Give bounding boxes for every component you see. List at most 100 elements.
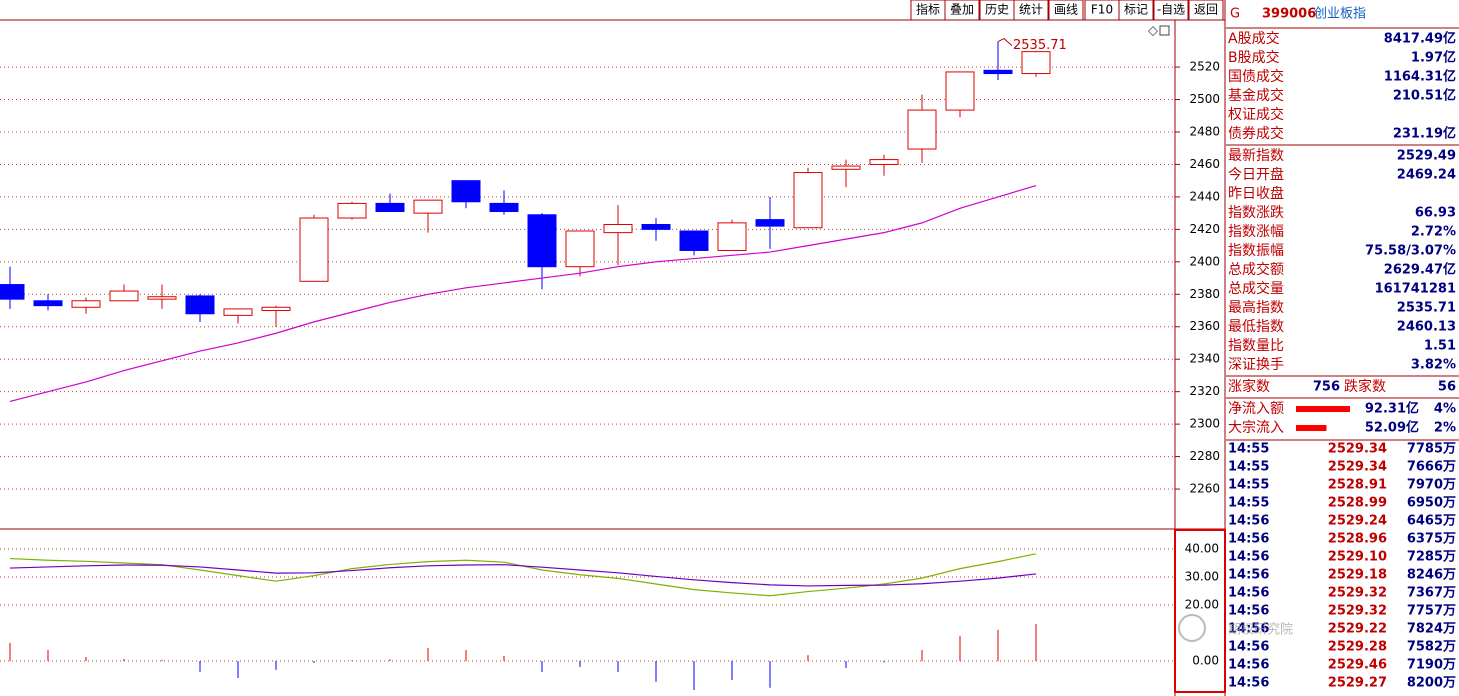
field-label: 最高指数 <box>1228 299 1284 316</box>
toolbar-label[interactable]: 历史 <box>985 3 1009 17</box>
toolbar-label[interactable]: 指标 <box>916 2 940 17</box>
toolbar-label[interactable]: F10 <box>1091 3 1113 17</box>
high-annotation: 2535.71 <box>1013 38 1067 53</box>
field-label: 昨日收盘 <box>1228 185 1284 202</box>
tick-time: 14:56 <box>1228 604 1269 619</box>
index-code: 399006 <box>1262 7 1316 22</box>
field-value: 1.51 <box>1424 339 1456 354</box>
candle-body <box>451 180 481 203</box>
toolbar-button[interactable] <box>944 0 980 21</box>
tick-price: 2529.46 <box>1328 658 1387 673</box>
candle-body <box>71 300 101 308</box>
field-value: 231.19亿 <box>1393 126 1456 142</box>
field-value: 3.82% <box>1411 358 1456 373</box>
tick-volume: 7285万 <box>1407 550 1456 565</box>
y-tick-label: 2420 <box>1189 222 1220 236</box>
y-tick-label: 2480 <box>1189 124 1220 138</box>
tick-time: 14:56 <box>1228 550 1269 565</box>
candle-body <box>223 308 253 316</box>
up-label: 涨家数 <box>1228 378 1270 395</box>
y-tick-label: 2300 <box>1189 417 1220 431</box>
field-label: 总成交额 <box>1228 261 1284 278</box>
toolbar-label[interactable]: 标记 <box>1124 3 1148 17</box>
tick-time: 14:55 <box>1228 478 1269 493</box>
y-tick-label: 2280 <box>1189 449 1220 463</box>
field-value: 1.97亿 <box>1411 50 1456 66</box>
toolbar-label[interactable]: 返回 <box>1194 3 1218 17</box>
candle-body <box>489 202 519 213</box>
tick-price: 2528.99 <box>1328 496 1387 511</box>
tick-time: 14:56 <box>1228 622 1269 637</box>
field-value: 2469.24 <box>1397 168 1456 183</box>
field-label: 指数涨跌 <box>1228 205 1284 221</box>
candle-body <box>185 295 215 315</box>
toolbar-label[interactable]: 叠加 <box>950 3 974 17</box>
field-label: 今日开盘 <box>1228 166 1284 183</box>
candle-body <box>717 222 747 251</box>
panel-marker: G <box>1230 7 1240 22</box>
field-label: 债券成交 <box>1228 125 1284 142</box>
y-tick-label: 0.00 <box>1192 653 1219 667</box>
tick-price: 2529.24 <box>1328 514 1387 529</box>
field-value: 2460.13 <box>1397 320 1456 335</box>
toolbar-button[interactable] <box>1048 0 1084 21</box>
tick-volume: 7785万 <box>1407 442 1456 457</box>
field-value: 2629.47亿 <box>1384 262 1456 278</box>
tick-volume: 6950万 <box>1407 496 1456 511</box>
candle-body <box>33 300 63 307</box>
field-label: 国债成交 <box>1228 68 1284 85</box>
candle-body <box>299 217 329 282</box>
watermark-icon <box>1178 614 1206 642</box>
candle-body <box>375 202 405 213</box>
toolbar-button[interactable] <box>1013 0 1049 21</box>
flow-bar <box>1296 425 1327 431</box>
toolbar-label[interactable]: 统计 <box>1019 3 1043 17</box>
toolbar-button[interactable] <box>1118 0 1154 21</box>
field-value: 161741281 <box>1375 282 1456 297</box>
candle-body <box>641 223 671 230</box>
tick-volume: 7970万 <box>1407 478 1456 493</box>
y-tick-label: 2320 <box>1189 384 1220 398</box>
candle-body <box>679 230 709 251</box>
tick-price: 2529.18 <box>1328 568 1387 583</box>
flow-label: 大宗流入 <box>1228 420 1284 436</box>
tick-price: 2529.28 <box>1328 640 1387 655</box>
field-label: 深证换手 <box>1228 356 1284 373</box>
field-value: 2.72% <box>1411 225 1456 240</box>
tick-time: 14:55 <box>1228 442 1269 457</box>
y-tick-label: 40.00 <box>1185 542 1219 556</box>
y-tick-label: 2380 <box>1189 287 1220 301</box>
toolbar-button[interactable] <box>1153 0 1189 21</box>
y-tick-label: 2520 <box>1189 60 1220 74</box>
tick-time: 14:56 <box>1228 568 1269 583</box>
tick-price: 2529.32 <box>1328 586 1387 601</box>
tick-volume: 7582万 <box>1407 640 1456 655</box>
toolbar-label[interactable]: -自选 <box>1157 3 1185 17</box>
tick-time: 14:55 <box>1228 460 1269 475</box>
y-tick-label: 20.00 <box>1185 597 1219 611</box>
field-value: 66.93 <box>1415 206 1456 221</box>
y-tick-label: 2460 <box>1189 157 1220 171</box>
candle-body <box>261 306 291 312</box>
toolbar-button[interactable] <box>1188 0 1224 21</box>
y-tick-label: 2440 <box>1189 189 1220 203</box>
toolbar-label[interactable]: 画线 <box>1054 3 1078 17</box>
tick-time: 14:56 <box>1228 586 1269 601</box>
field-label: 基金成交 <box>1228 87 1284 104</box>
candle-body <box>983 69 1013 75</box>
tick-price: 2528.96 <box>1328 532 1387 547</box>
tick-volume: 8200万 <box>1407 676 1456 691</box>
candle-body <box>147 296 177 300</box>
candle-body <box>413 199 443 214</box>
icon <box>1159 25 1170 36</box>
field-label: 指数量比 <box>1228 338 1284 354</box>
icon: ◇ <box>1148 24 1158 39</box>
high-pointer <box>997 37 1013 46</box>
y-tick-label: 30.00 <box>1185 570 1219 584</box>
tick-price: 2529.27 <box>1328 676 1387 691</box>
candle-body <box>945 71 975 111</box>
tick-volume: 6375万 <box>1407 532 1456 547</box>
y-tick-label: 2260 <box>1189 482 1220 496</box>
flow-pct: 4% <box>1434 402 1456 417</box>
